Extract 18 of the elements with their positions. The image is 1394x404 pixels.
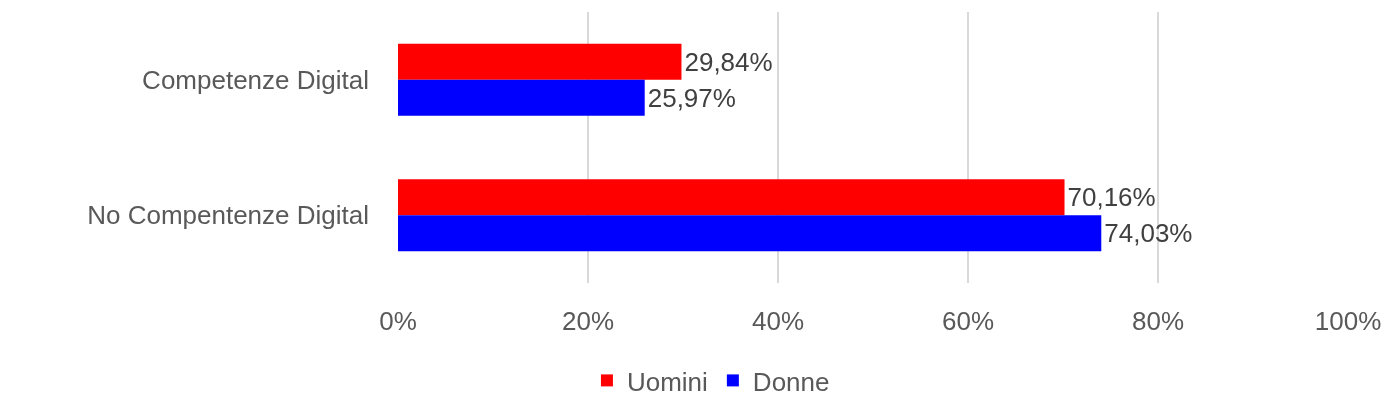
- bar: [398, 179, 1065, 216]
- data-label: 29,84%: [684, 46, 773, 77]
- legend-label: Uomini: [626, 366, 708, 397]
- y-tick-label: No Compentenze Digital: [87, 200, 369, 231]
- x-tick-label: 0%: [379, 306, 417, 336]
- x-tick-label: 20%: [561, 306, 615, 336]
- data-label: 25,97%: [647, 82, 736, 113]
- y-tick-label: Competenze Digital: [142, 64, 369, 95]
- x-tick-label: 40%: [751, 306, 805, 336]
- x-tick-label: 60%: [941, 306, 995, 336]
- data-label: 70,16%: [1067, 182, 1156, 213]
- legend-label: Donne: [752, 366, 830, 397]
- bar: [398, 215, 1102, 252]
- data-label: 74,03%: [1104, 218, 1193, 249]
- bar: [398, 79, 645, 116]
- bar: [398, 43, 682, 80]
- x-tick-label: 100%: [1314, 306, 1382, 336]
- x-tick-label: 80%: [1131, 306, 1185, 336]
